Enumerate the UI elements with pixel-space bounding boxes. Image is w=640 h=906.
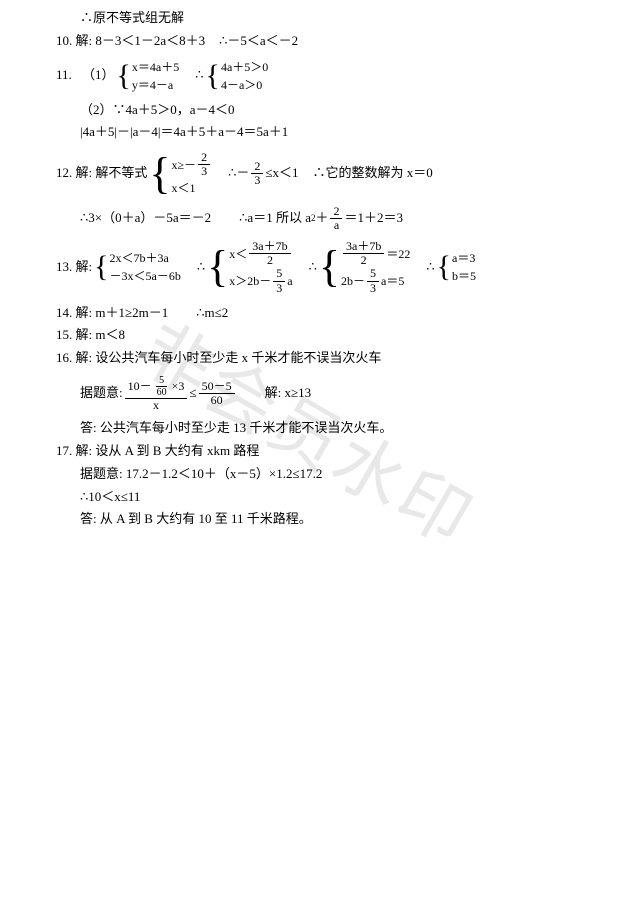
text-line: 17. 解: 设从 A 到 B 大约有 xkm 路程 — [20, 441, 620, 462]
text: 11. — [56, 65, 82, 86]
text-line: 14. 解: m＋1≥2m－1 ∴m≤2 — [20, 303, 620, 324]
text: ＋ — [315, 208, 328, 229]
text: ∴ — [426, 257, 434, 278]
text: x＝4a＋5 — [132, 58, 179, 76]
fraction: 2 a — [330, 205, 342, 232]
text-line: 据题意: 10－ 5 60 ×3 x ≤ 50－5 60 解: x≥13 — [20, 375, 620, 412]
text: a — [287, 272, 292, 290]
brace-icon: { — [437, 252, 451, 282]
text: （1） — [82, 65, 115, 86]
text: ∴ — [195, 65, 203, 86]
text: ≤x＜1 — [265, 163, 298, 184]
text-line: 据题意: 17.2－1.2＜10＋（x－5）×1.2≤17.2 — [20, 464, 620, 485]
text: y＝4－a — [132, 76, 179, 94]
text: 解: x≥13 — [265, 383, 312, 404]
text-line: ∴原不等式组无解 — [20, 8, 620, 29]
text: ∴3×（0＋a）－5a＝－2 — [80, 208, 211, 229]
fraction: 10－ 5 60 ×3 x — [125, 375, 188, 412]
text: 2b－ — [341, 272, 365, 290]
text: ＝1＋2＝3 — [344, 208, 403, 229]
text: 4－a＞0 — [221, 76, 268, 94]
document-content: ∴原不等式组无解 10. 解: 8－3＜1－2a＜8＋3 ∴－5＜a＜－2 11… — [20, 8, 620, 530]
problem-11-1: 11. （1） { x＝4a＋5 y＝4－a ∴ { 4a＋5＞0 4－a＞0 — [20, 58, 620, 94]
text: ∴ — [197, 257, 205, 278]
text: ∴它的整数解为 x＝0 — [313, 163, 433, 184]
text: ＝22 — [386, 245, 410, 263]
text: x＜1 — [172, 179, 213, 197]
text-line: （2）∵4a＋5＞0，a－4＜0 — [20, 100, 620, 121]
text: 12. 解: 解不等式 — [56, 163, 147, 184]
fraction: 5 3 — [273, 267, 285, 294]
problem-13: 13. 解: { 2x＜7b＋3a －3x＜5a－6b ∴ { x＜ 3a＋7b… — [20, 240, 620, 295]
text: －3x＜5a－6b — [110, 267, 181, 285]
text: 13. 解: — [56, 257, 92, 278]
fraction: 2 3 — [251, 160, 263, 187]
brace-icon: { — [206, 61, 220, 91]
text-line: ∴3×（0＋a）－5a＝－2 ∴a＝1 所以 a2 ＋ 2 a ＝1＋2＝3 — [20, 205, 620, 232]
equation-system: { 4a＋5＞0 4－a＞0 — [206, 58, 269, 94]
text: 4a＋5＞0 — [221, 58, 268, 76]
brace-icon: { — [94, 252, 108, 282]
fraction: 2 3 — [198, 151, 210, 178]
text: a＝3 — [452, 249, 476, 267]
text-line: 16. 解: 设公共汽车每小时至少走 x 千米才能不误当次火车 — [20, 348, 620, 369]
equation-system: { 3a＋7b 2 ＝22 2b－ 5 3 a＝5 — [319, 240, 410, 295]
text: ∴－ — [228, 163, 249, 184]
text-line: ∴10＜x≤11 — [20, 487, 620, 508]
text-line: 15. 解: m＜8 — [20, 325, 620, 346]
text-line: 答: 公共汽车每小时至少走 13 千米才能不误当次火车。 — [20, 418, 620, 439]
equation-system: { a＝3 b＝5 — [437, 249, 476, 285]
brace-icon: { — [149, 152, 170, 196]
equation-system: { x＜ 3a＋7b 2 x＞2b－ 5 3 a — [207, 240, 292, 295]
text: a＝5 — [381, 272, 404, 290]
problem-12: 12. 解: 解不等式 { x≥－ 2 3 x＜1 ∴－ 2 3 ≤x＜1 ∴它… — [20, 151, 620, 196]
equation-system: { 2x＜7b＋3a －3x＜5a－6b — [94, 249, 181, 285]
brace-icon: { — [207, 245, 228, 289]
text: b＝5 — [452, 267, 476, 285]
text-line: 答: 从 A 到 B 大约有 10 至 11 千米路程。 — [20, 509, 620, 530]
text: ∴m≤2 — [196, 303, 228, 324]
text: x＞2b－ — [229, 272, 271, 290]
fraction: 3a＋7b 2 — [343, 240, 384, 267]
text: x＜ — [229, 245, 247, 263]
brace-icon: { — [319, 245, 340, 289]
equation-system: { x＝4a＋5 y＝4－a — [117, 58, 180, 94]
text: ≤ — [189, 383, 196, 404]
text: ∴ — [309, 257, 317, 278]
text: 14. 解: m＋1≥2m－1 — [56, 303, 168, 324]
text: 2x＜7b＋3a — [110, 249, 181, 267]
fraction: 5 3 — [367, 267, 379, 294]
fraction: 3a＋7b 2 — [249, 240, 290, 267]
brace-icon: { — [117, 61, 131, 91]
fraction: 50－5 60 — [199, 380, 235, 407]
text: x≥－ — [172, 156, 197, 174]
equation-system: { x≥－ 2 3 x＜1 — [149, 151, 212, 196]
text: ∴－5＜a＜－2 — [219, 31, 298, 52]
text: 10. 解: 8－3＜1－2a＜8＋3 — [56, 31, 205, 52]
text-line: 10. 解: 8－3＜1－2a＜8＋3 ∴－5＜a＜－2 — [20, 31, 620, 52]
text-line: |4a＋5|－|a－4|＝4a＋5＋a－4＝5a＋1 — [20, 122, 620, 143]
text: 据题意: — [80, 383, 123, 404]
text: ∴a＝1 所以 a — [239, 208, 311, 229]
